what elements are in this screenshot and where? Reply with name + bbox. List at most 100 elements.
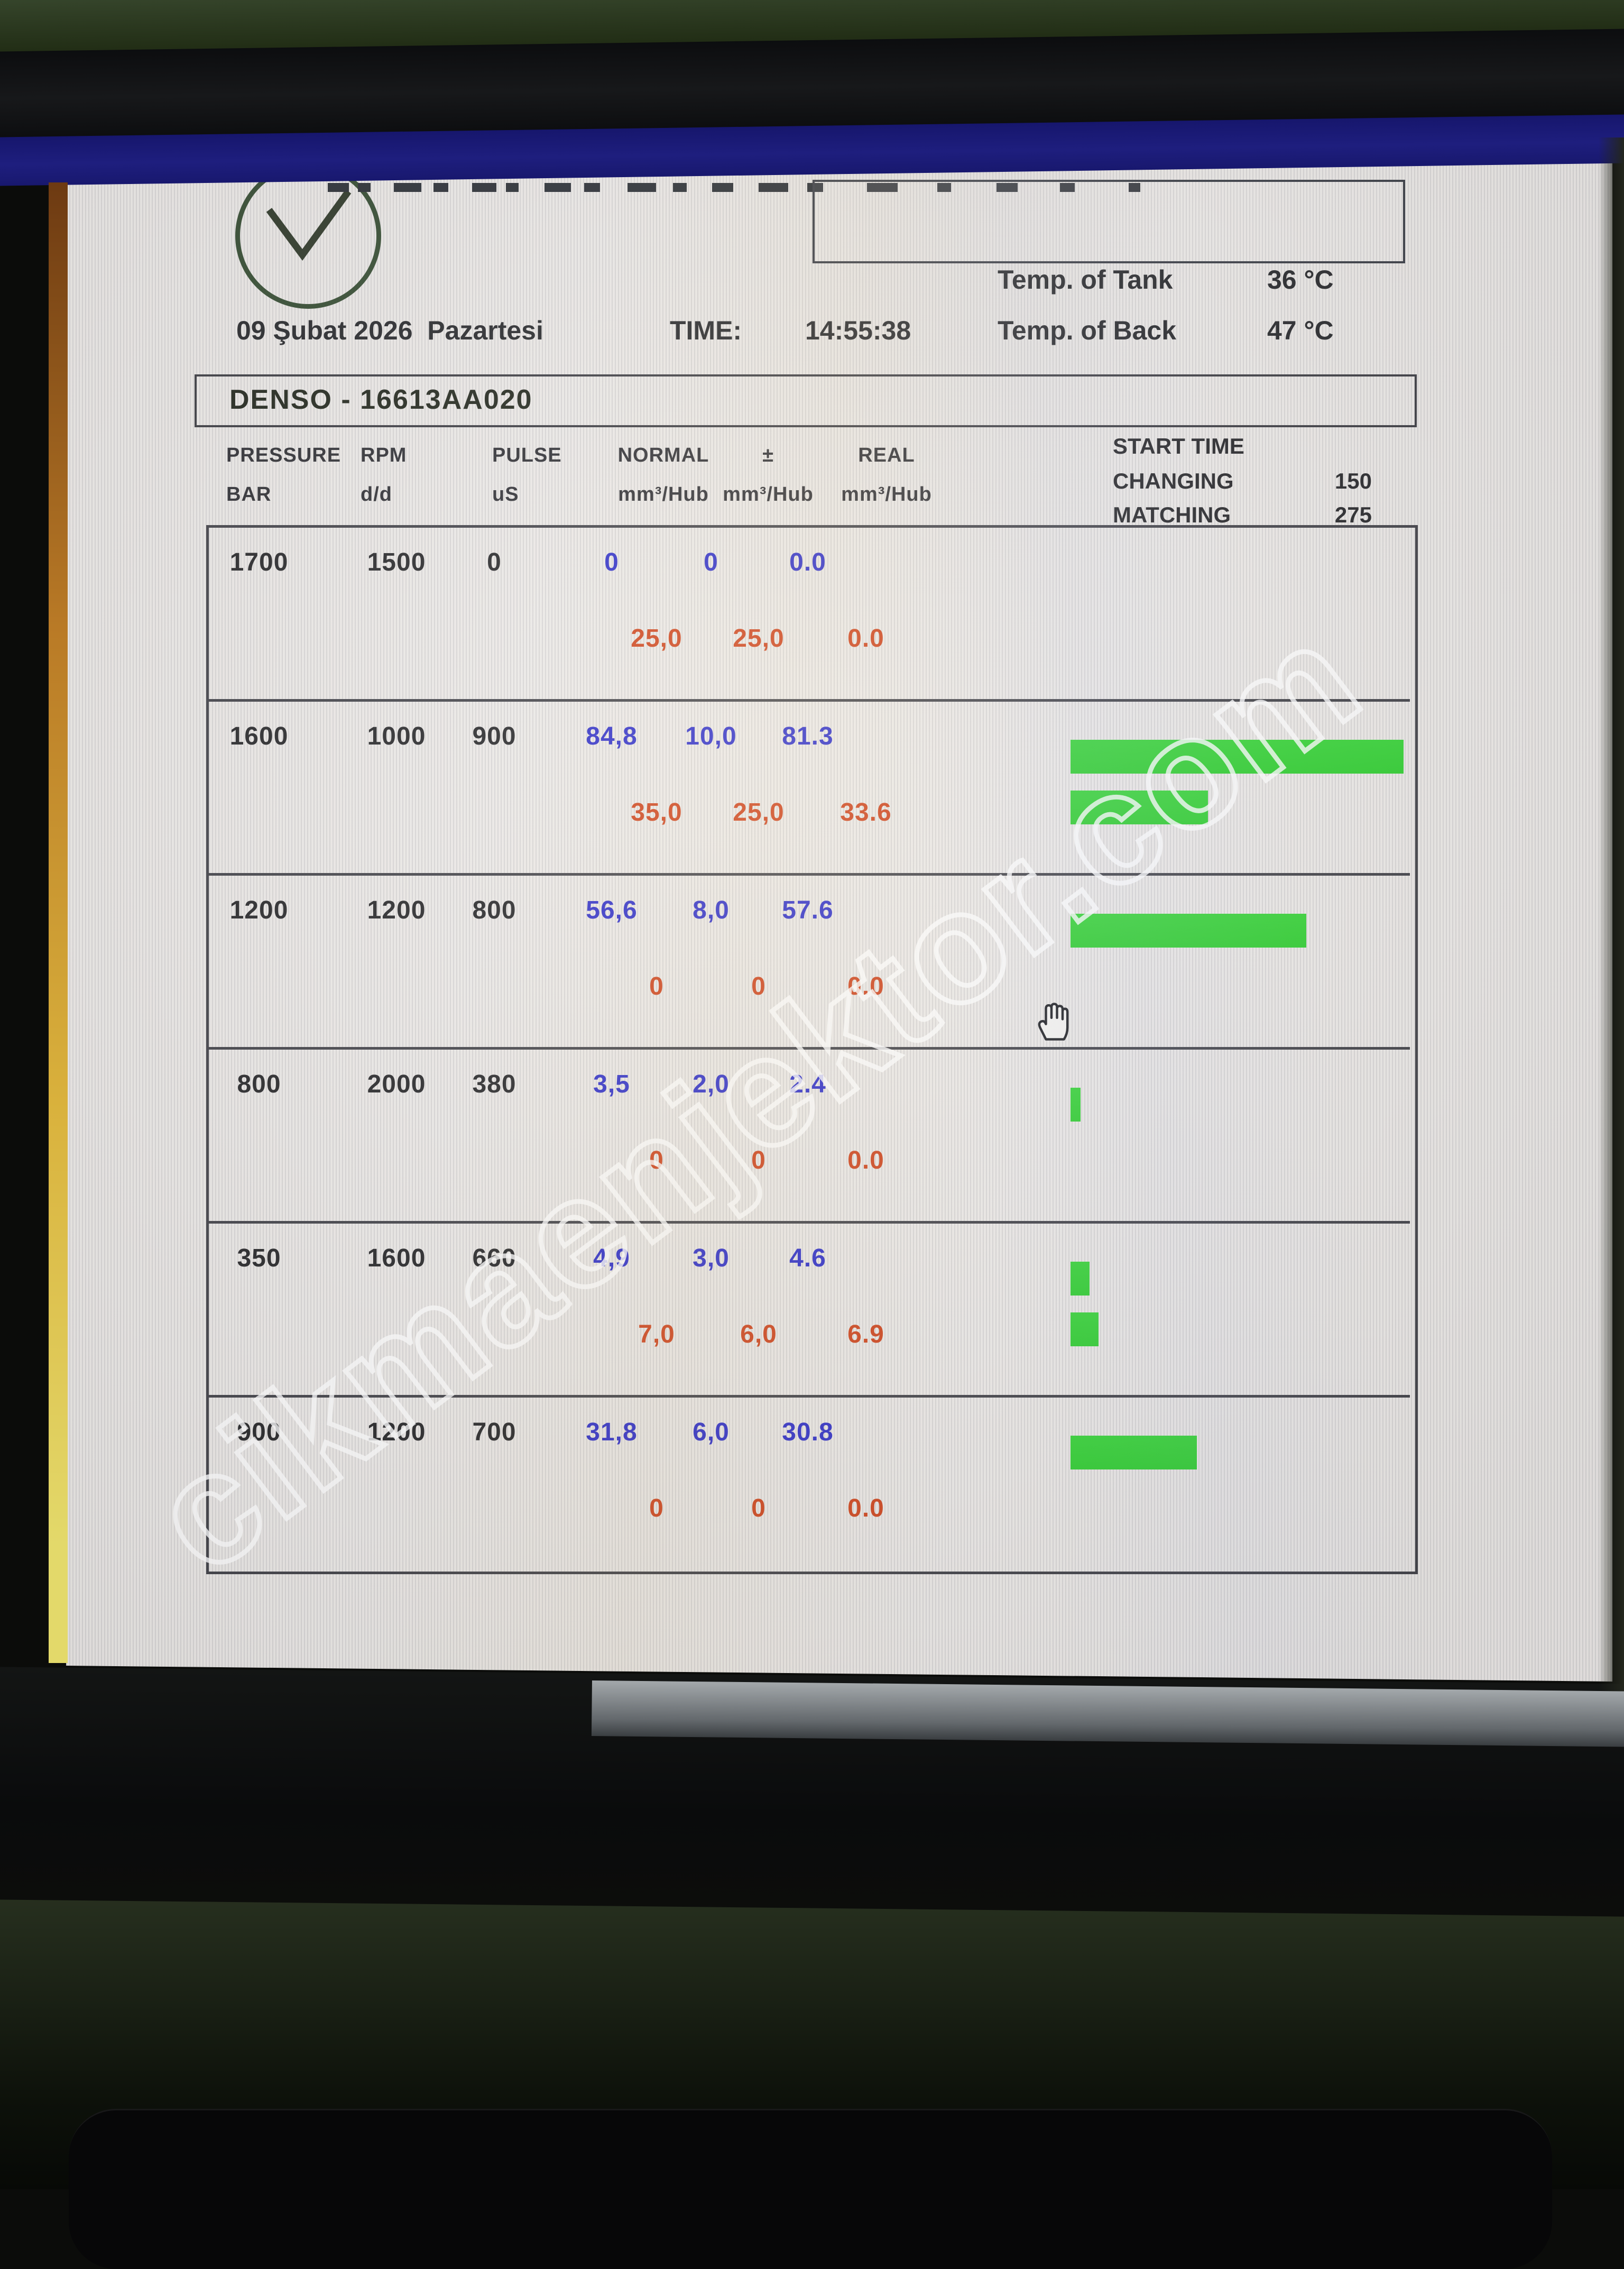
cell-rpm: 1500: [367, 548, 426, 576]
clipped-text-artifact: [628, 183, 656, 192]
col-header-pulse-unit: uS: [492, 483, 519, 506]
results-table: 1700 1500 0 0 0 0.0 25,0 25,0 0.0 1600 1000 900 84,8…: [206, 525, 1418, 1574]
cell-pressure: 800: [237, 1070, 281, 1098]
table-row: 900 1200 700 31,8 6,0 30.8 0 0 0.0: [209, 1398, 1410, 1569]
cell-normal-leak: 7,0: [638, 1320, 675, 1348]
cell-pulse: 800: [472, 896, 516, 924]
cell-normal-set: 3,5: [593, 1070, 630, 1098]
col-header--label: ±: [762, 444, 774, 466]
cell-normal-set: 56,6: [586, 896, 638, 924]
screen-right-shade: [1599, 137, 1624, 1692]
cell-pressure: 900: [237, 1418, 281, 1446]
matching-label: MATCHING: [1113, 502, 1231, 527]
cell-real-leak: 0.0: [847, 1494, 884, 1522]
real-value-bar: [1071, 1312, 1099, 1346]
cell-rpm: 1600: [367, 1244, 426, 1272]
table-row: 800 2000 380 3,5 2,0 2.4 0 0 0.0: [209, 1050, 1410, 1224]
temp-tank-label: Temp. of Tank: [998, 265, 1173, 295]
col-header-rpm-label: RPM: [361, 444, 407, 466]
clipped-text-artifact: [996, 183, 1018, 192]
cell-normal-leak: 0: [649, 1494, 664, 1522]
col-header-rpm-unit: d/d: [361, 483, 392, 506]
cell-real-set: 57.6: [782, 896, 834, 924]
cell-normal-leak: 0: [649, 1146, 664, 1174]
cell-tolerance-leak: 6,0: [740, 1320, 777, 1348]
clipped-text-artifact: [358, 183, 371, 192]
real-value-bar: [1071, 1436, 1197, 1469]
col-header--unit: mm³/Hub: [723, 483, 814, 506]
col-header-pulse-label: PULSE: [492, 444, 562, 466]
monitor-edge-highlight: [49, 182, 68, 1663]
crt-screen: Temp. of Tank 36 °C 09 Şubat 2026 Pazart…: [66, 161, 1612, 1682]
col-header-pressure-unit: BAR: [226, 483, 272, 506]
test-plan-title: DENSO - 16613AA020: [229, 384, 533, 415]
cell-normal-set: 0: [604, 548, 619, 576]
cell-real-set: 81.3: [782, 722, 834, 750]
temp-back-label: Temp. of Back: [998, 316, 1177, 345]
col-header-real-label: REAL: [858, 444, 915, 466]
cell-pulse: 660: [472, 1244, 516, 1272]
table-row: 1200 1200 800 56,6 8,0 57.6 0 0 0.0: [209, 876, 1410, 1050]
cell-rpm: 1200: [367, 896, 426, 924]
cell-normal-leak: 0: [649, 972, 664, 1000]
cell-pulse: 0: [487, 548, 502, 576]
time-label: TIME:: [670, 316, 742, 345]
monitor-chin: [591, 1680, 1624, 1747]
clipped-text-artifact: [1129, 183, 1140, 192]
test-plan-title-box: DENSO - 16613AA020: [195, 374, 1417, 427]
col-header-normal-unit: mm³/Hub: [618, 483, 709, 506]
cell-pulse: 700: [472, 1418, 516, 1446]
cell-tolerance-set: 6,0: [693, 1418, 730, 1446]
cell-tolerance-leak: 0: [751, 1494, 766, 1522]
cell-real-leak: 6.9: [847, 1320, 884, 1348]
cell-tolerance-set: 3,0: [693, 1244, 730, 1272]
table-row: 350 1600 660 4,9 3,0 4.6 7,0 6,0 6.9: [209, 1224, 1410, 1398]
cell-rpm: 2000: [367, 1070, 426, 1098]
clipped-text-artifact: [394, 183, 421, 192]
temp-tank-value: 36 °C: [1267, 265, 1334, 295]
cell-tolerance-leak: 0: [751, 972, 766, 1000]
changing-label: CHANGING: [1113, 469, 1234, 493]
cell-normal-set: 4,9: [593, 1244, 630, 1272]
clipped-text-artifact: [584, 183, 600, 192]
cell-rpm: 1200: [367, 1418, 426, 1446]
table-row: 1700 1500 0 0 0 0.0 25,0 25,0 0.0: [209, 528, 1410, 702]
date-text: 09 Şubat 2026 Pazartesi: [236, 316, 543, 345]
temp-back-value: 47 °C: [1267, 316, 1334, 345]
cell-tolerance-set: 2,0: [693, 1070, 730, 1098]
cell-tolerance-leak: 0: [751, 1146, 766, 1174]
cell-pulse: 380: [472, 1070, 516, 1098]
changing-value: 150: [1334, 469, 1372, 493]
cell-rpm: 1000: [367, 722, 426, 750]
cell-tolerance-set: 0: [704, 548, 718, 576]
hand-cursor-icon: [1029, 1000, 1074, 1045]
table-row: 1600 1000 900 84,8 10,0 81.3 35,0 25,0 33.6: [209, 702, 1410, 876]
cell-pressure: 350: [237, 1244, 281, 1272]
cell-real-leak: 33.6: [840, 798, 892, 826]
cell-normal-set: 84,8: [586, 722, 638, 750]
cell-tolerance-set: 10,0: [685, 722, 737, 750]
cell-real-set: 30.8: [782, 1418, 834, 1446]
cell-pressure: 1700: [229, 548, 289, 576]
cell-pressure: 1200: [229, 896, 289, 924]
real-value-bar: [1071, 914, 1306, 948]
cell-normal-leak: 35,0: [631, 798, 682, 826]
cell-tolerance-leak: 25,0: [733, 798, 785, 826]
cell-real-set: 0.0: [789, 548, 826, 576]
real-value-bar: [1071, 1088, 1081, 1122]
real-value-bar: [1071, 1262, 1090, 1296]
clipped-text-artifact: [759, 183, 788, 192]
clipped-text-artifact: [433, 183, 448, 192]
cell-real-set: 2.4: [789, 1070, 826, 1098]
time-value: 14:55:38: [805, 316, 911, 345]
col-header-pressure-label: PRESSURE: [226, 444, 342, 466]
col-header-normal-label: NORMAL: [617, 444, 709, 466]
cell-real-leak: 0.0: [847, 1146, 884, 1174]
clipped-text-artifact: [807, 183, 823, 192]
monitor-stand-bar: [69, 2109, 1552, 2269]
real-value-bar: [1071, 791, 1208, 824]
serial-input-box[interactable]: [813, 180, 1405, 263]
real-value-bar: [1071, 740, 1404, 774]
cell-normal-leak: 25,0: [631, 624, 682, 653]
start-time-title: START TIME: [1113, 434, 1244, 458]
